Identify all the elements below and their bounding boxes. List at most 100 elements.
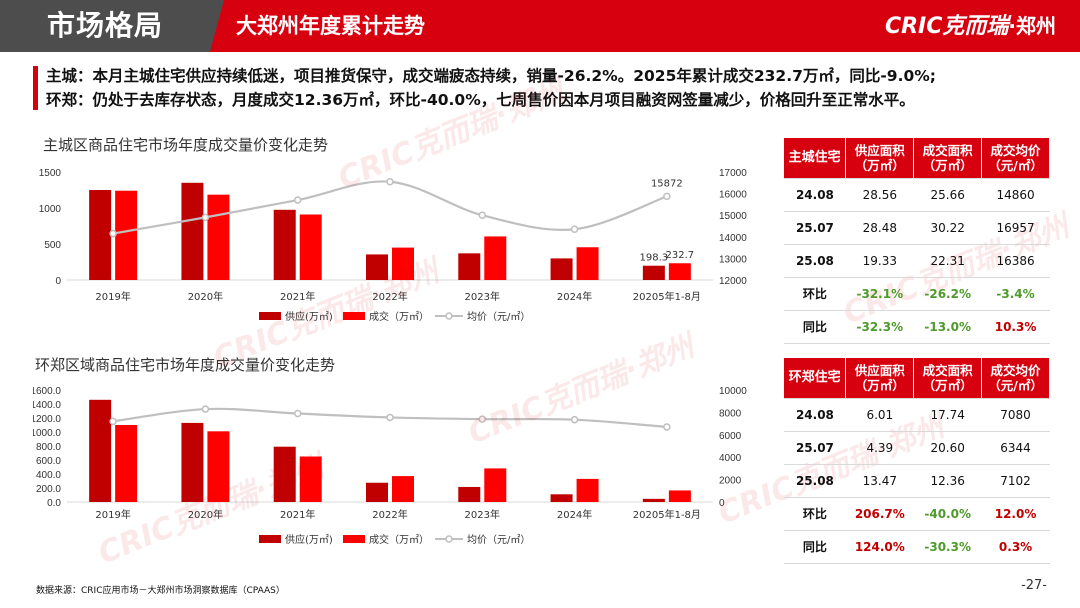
bar-deal bbox=[484, 236, 507, 280]
section-title-notch bbox=[210, 0, 224, 52]
table-cell: 22.31 bbox=[913, 244, 982, 278]
y-tick-label: 400.0 bbox=[36, 470, 61, 481]
price-point bbox=[201, 213, 210, 222]
y2-tick-label: 15000 bbox=[719, 211, 747, 222]
y-tick-label: 1200.0 bbox=[33, 414, 61, 425]
x-tick-label: 2019年 bbox=[95, 290, 130, 303]
table-row-label: 24.08 bbox=[784, 398, 846, 432]
bar-deal bbox=[299, 214, 322, 280]
table-outer-ring: 环郑住宅 供应面积（万㎡） 成交面积（万㎡） 成交均价（元/㎡） 24.08 6.01 17… bbox=[784, 358, 1050, 564]
logo-brand: CRIC克而瑞 bbox=[884, 14, 1009, 39]
table-cell: 30.22 bbox=[913, 211, 982, 245]
table-row-label: 环比 bbox=[784, 497, 846, 531]
table-cell: 6.01 bbox=[845, 398, 914, 432]
bar-deal bbox=[299, 456, 322, 502]
table-column-header: 成交均价（元/㎡） bbox=[981, 358, 1050, 399]
table-cell: -32.3% bbox=[845, 310, 914, 344]
x-tick-label: 2021年 bbox=[280, 508, 315, 521]
y2-tick-label: 6000 bbox=[719, 431, 742, 442]
y2-tick-label: 16000 bbox=[719, 190, 747, 201]
table-cell: -30.3% bbox=[913, 530, 982, 564]
table-cell: -26.2% bbox=[913, 277, 982, 311]
table-cell: 16957 bbox=[981, 211, 1050, 245]
table-column-header: 成交均价（元/㎡） bbox=[981, 138, 1050, 179]
y2-tick-label: 2000 bbox=[719, 476, 742, 487]
legend-marker bbox=[445, 535, 453, 543]
bar-supply bbox=[181, 422, 204, 502]
bar-supply bbox=[181, 182, 204, 280]
x-tick-label: 2022年 bbox=[372, 508, 407, 521]
price-point bbox=[663, 423, 671, 431]
y-tick-label: 800.0 bbox=[36, 442, 61, 453]
table-cell: 14860 bbox=[981, 178, 1050, 212]
bar-deal bbox=[576, 478, 599, 502]
table-column-header: 成交面积（万㎡） bbox=[913, 138, 983, 179]
table-column-header: 供应面积（万㎡） bbox=[845, 138, 915, 179]
legend-swatch bbox=[343, 312, 365, 320]
table-column-header: 供应面积（万㎡） bbox=[845, 358, 915, 399]
table-row: 同比 -32.3% -13.0% 10.3% bbox=[784, 310, 1050, 344]
legend-label: 供应(万㎡) bbox=[285, 310, 333, 323]
x-tick-label: 2023年 bbox=[465, 508, 500, 521]
table-row: 25.07 4.39 20.60 6344 bbox=[784, 431, 1050, 465]
price-point bbox=[386, 413, 394, 422]
summary-line-outer-ring: 环郑：仍处于去库存状态，月度成交12.36万㎡，环比-40.0%，七周售价因本月… bbox=[46, 91, 915, 109]
x-tick-label: 2023年 bbox=[465, 290, 500, 303]
table-row-label: 25.07 bbox=[784, 211, 846, 245]
x-tick-label: 2020年 bbox=[188, 290, 223, 303]
bar-deal bbox=[668, 490, 691, 502]
bar-supply bbox=[366, 254, 388, 280]
table-row-label: 24.08 bbox=[784, 178, 846, 212]
y-tick-label: 500 bbox=[44, 240, 61, 251]
price-point bbox=[293, 409, 302, 418]
table-cell: 28.48 bbox=[845, 211, 914, 245]
table-cell: 13.47 bbox=[845, 464, 914, 498]
y2-tick-label: 13000 bbox=[719, 254, 747, 265]
y-tick-label: 1000 bbox=[39, 204, 62, 215]
price-point bbox=[663, 192, 671, 201]
price-point bbox=[570, 225, 579, 233]
data-label: 15872 bbox=[651, 178, 683, 189]
price-point bbox=[386, 177, 394, 186]
logo-city: ·郑州 bbox=[1008, 14, 1056, 38]
legend-swatch bbox=[343, 535, 365, 543]
x-tick-label: 20205年1-8月 bbox=[633, 508, 701, 521]
table-row-label: 同比 bbox=[784, 530, 846, 564]
price-point bbox=[570, 415, 579, 424]
legend-label: 成交（万㎡） bbox=[369, 533, 429, 546]
table-cell: 7080 bbox=[981, 398, 1050, 432]
data-label: 232.7 bbox=[666, 250, 695, 261]
price-point bbox=[293, 196, 302, 204]
table-cell: -3.4% bbox=[981, 277, 1050, 311]
y2-tick-label: 8000 bbox=[719, 408, 742, 419]
x-tick-label: 2024年 bbox=[557, 290, 592, 303]
y-tick-label: 200.0 bbox=[36, 484, 61, 495]
legend-swatch bbox=[259, 312, 281, 320]
table-cell: 0.3% bbox=[981, 530, 1050, 564]
bar-supply bbox=[273, 446, 296, 502]
y-tick-label: 0 bbox=[55, 276, 61, 287]
section-title: 市场格局 bbox=[0, 0, 210, 52]
table-row: 25.07 28.48 30.22 16957 bbox=[784, 211, 1050, 245]
bar-supply bbox=[642, 498, 665, 502]
table-cell: 12.0% bbox=[981, 497, 1050, 531]
bar-supply bbox=[458, 486, 481, 502]
chart-main-city: 主城区商品住宅市场年度成交量价变化走势 0 500 1000 1500 12000 130… bbox=[33, 126, 775, 340]
bar-supply bbox=[89, 399, 112, 502]
price-point bbox=[201, 405, 210, 413]
y2-tick-label: 10000 bbox=[719, 386, 747, 397]
chart-outer-ring: 环郑区域商品住宅市场年度成交量价变化走势 0.0 200.0 400.0 600.0 8… bbox=[33, 348, 775, 574]
y-tick-label: 1500 bbox=[39, 168, 62, 179]
table-cell: 6344 bbox=[981, 431, 1050, 465]
x-tick-label: 2020年 bbox=[188, 508, 223, 521]
bar-deal bbox=[392, 247, 414, 280]
table-cell: -13.0% bbox=[913, 310, 982, 344]
table-cell: 28.56 bbox=[845, 178, 914, 212]
legend-label: 供应(万㎡) bbox=[285, 533, 333, 546]
table-cell: -40.0% bbox=[913, 497, 982, 531]
bar-deal bbox=[392, 476, 414, 502]
table-cell: 10.3% bbox=[981, 310, 1050, 344]
table-row-label: 25.07 bbox=[784, 431, 846, 465]
table-row: 25.08 19.33 22.31 16386 bbox=[784, 244, 1050, 278]
table-row-label: 25.08 bbox=[784, 244, 846, 278]
